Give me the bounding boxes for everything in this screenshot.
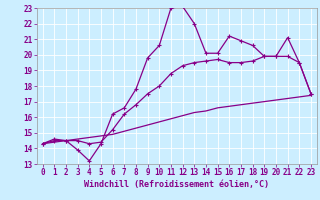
X-axis label: Windchill (Refroidissement éolien,°C): Windchill (Refroidissement éolien,°C) (84, 180, 269, 189)
